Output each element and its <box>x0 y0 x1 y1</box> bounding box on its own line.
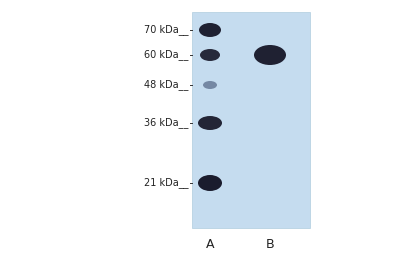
Text: 48 kDa__: 48 kDa__ <box>144 80 188 91</box>
Text: 60 kDa__: 60 kDa__ <box>144 50 188 60</box>
Ellipse shape <box>198 175 222 191</box>
Text: 70 kDa__: 70 kDa__ <box>144 25 188 36</box>
Ellipse shape <box>200 49 220 61</box>
Ellipse shape <box>254 45 286 65</box>
Text: 36 kDa__: 36 kDa__ <box>144 117 188 128</box>
Text: A: A <box>206 238 214 250</box>
Text: 21 kDa__: 21 kDa__ <box>144 178 188 189</box>
Ellipse shape <box>203 81 217 89</box>
Bar <box>192 12 310 228</box>
Ellipse shape <box>198 116 222 130</box>
Ellipse shape <box>199 23 221 37</box>
Text: B: B <box>266 238 274 250</box>
